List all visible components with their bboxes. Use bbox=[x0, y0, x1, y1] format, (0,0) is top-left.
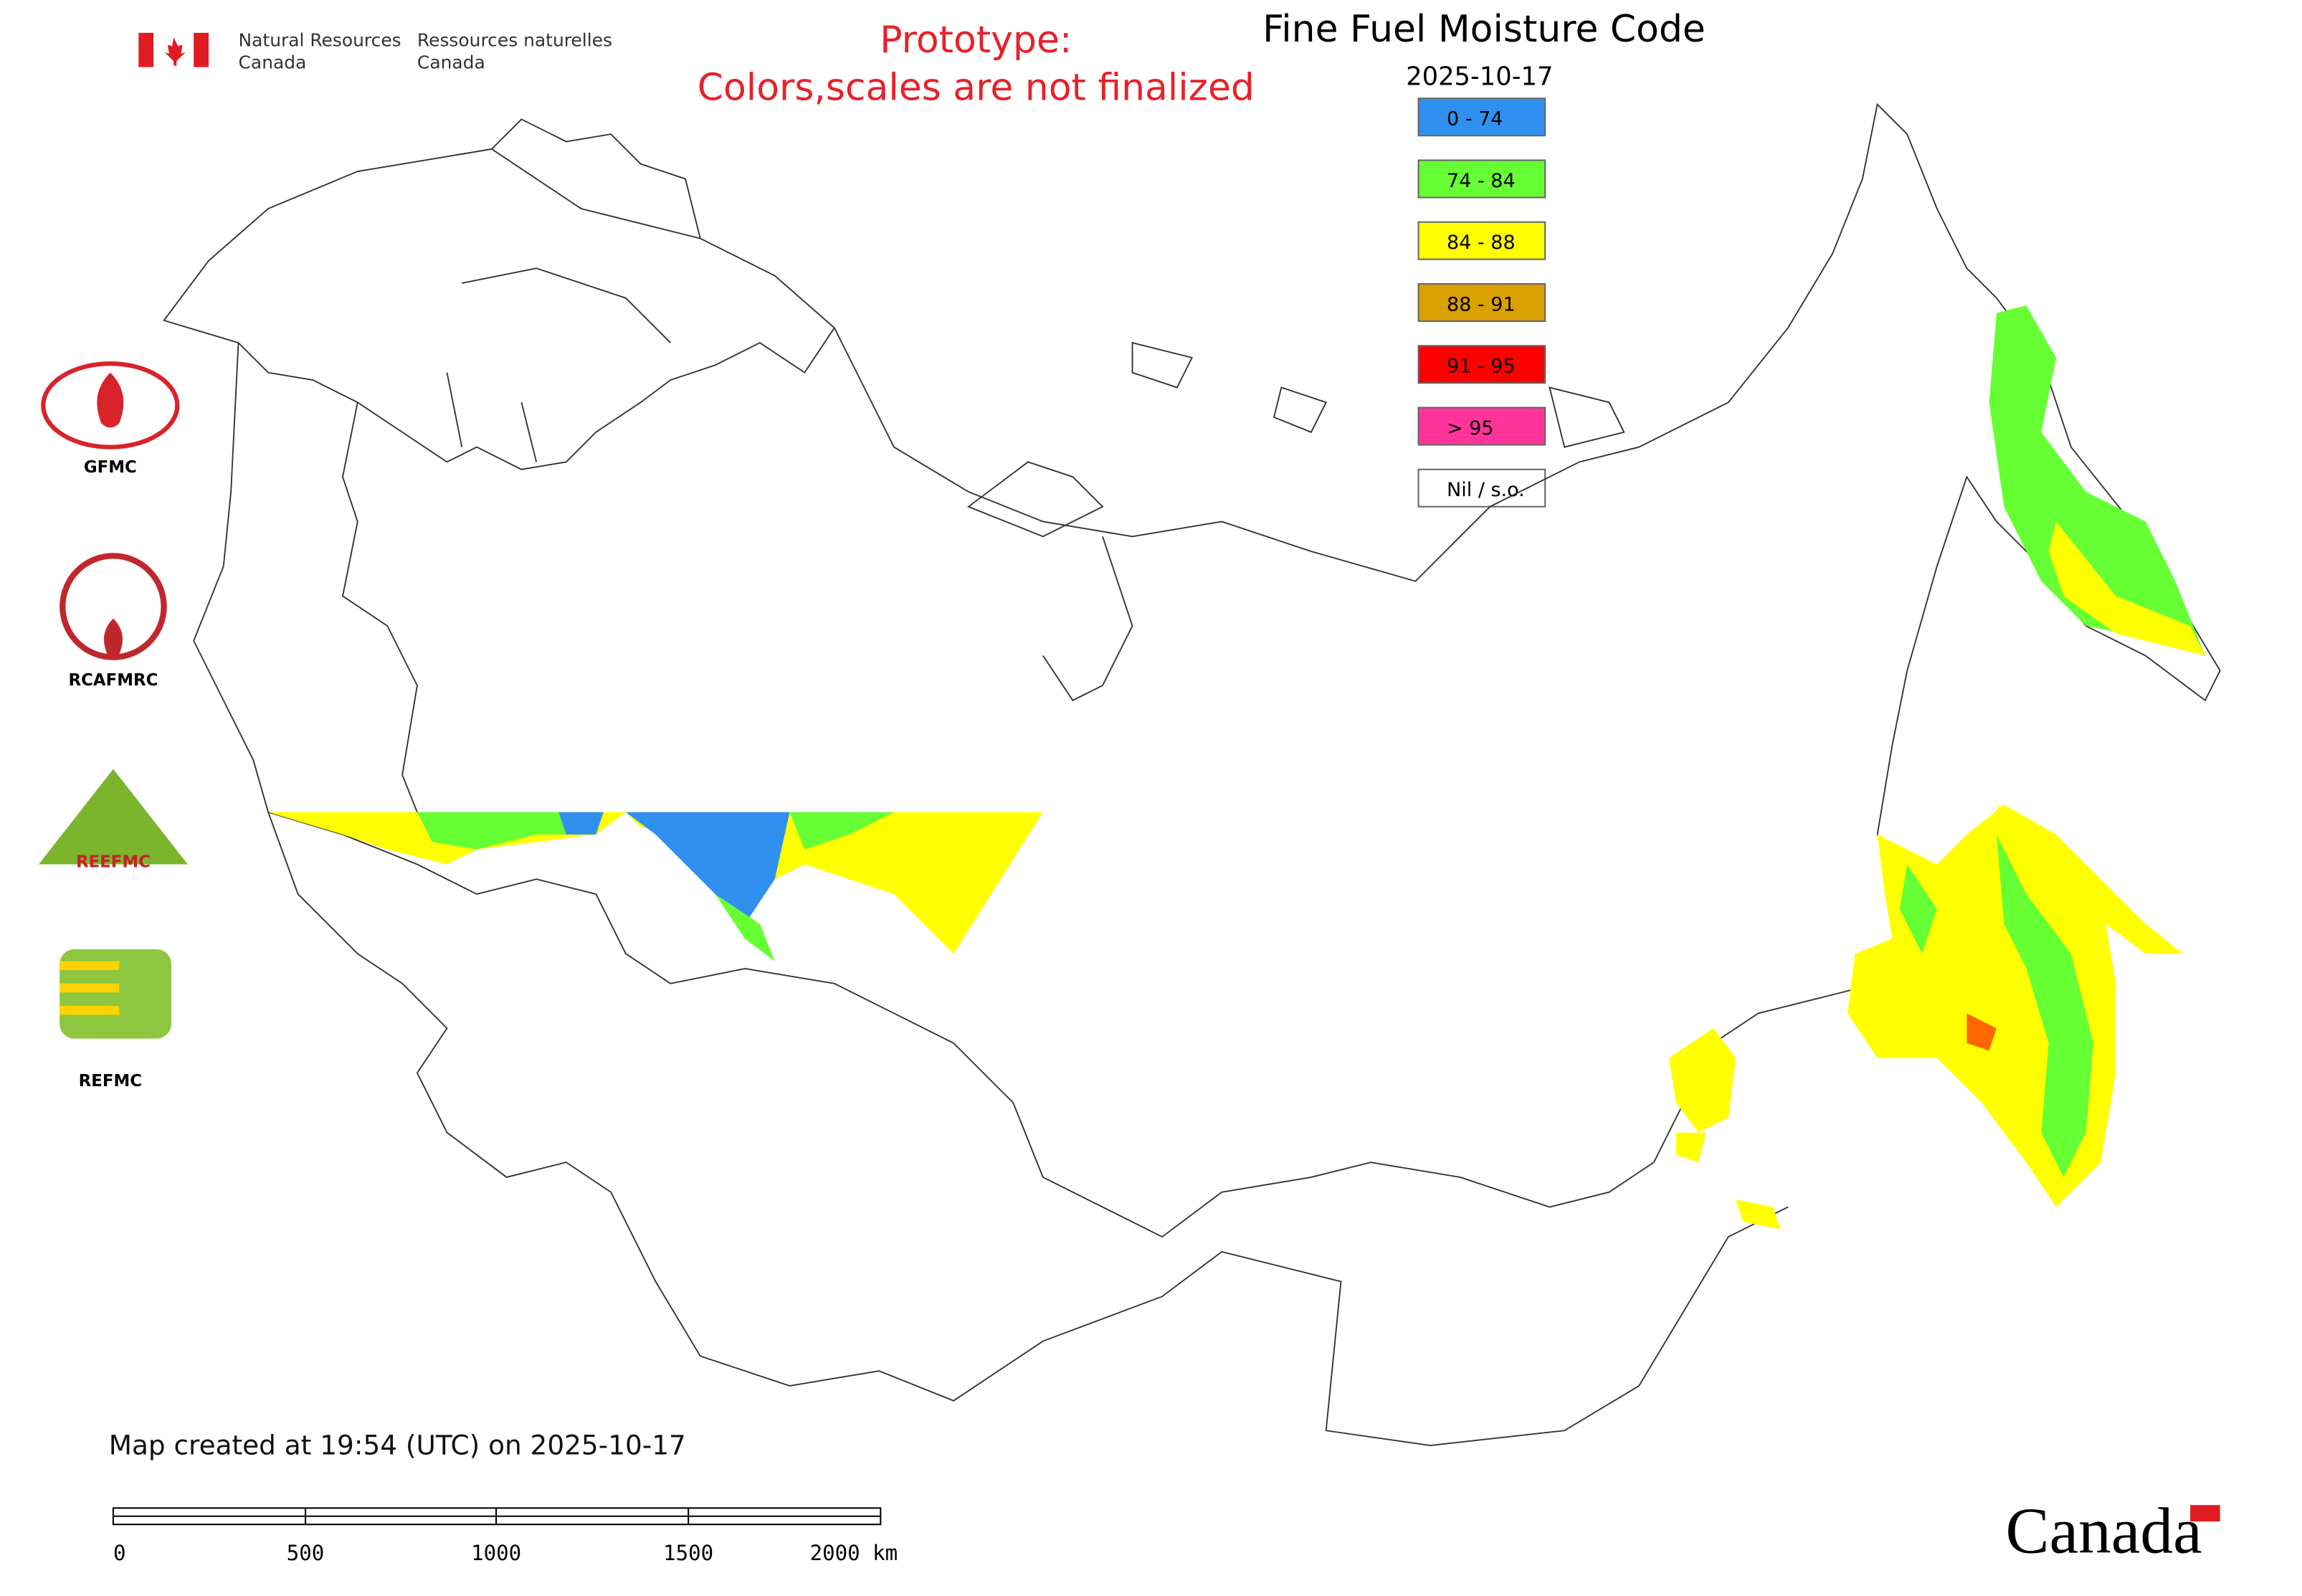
dept-fr-2: Canada bbox=[417, 52, 485, 73]
legend-swatch bbox=[1417, 282, 1546, 322]
map-title: Fine Fuel Moisture Code bbox=[1262, 8, 1706, 51]
scale-label: 0 bbox=[113, 1541, 126, 1565]
legend-swatch bbox=[1417, 98, 1546, 137]
legend-swatch bbox=[1417, 468, 1546, 508]
scale-label: 2000 km bbox=[810, 1541, 898, 1565]
logo-label: GFMC bbox=[84, 458, 137, 477]
partner-logos: GFMC RCAFMRC REEFMC REFMC bbox=[39, 361, 188, 1091]
legend-label: > 95 bbox=[1447, 417, 1494, 440]
ffmc-areas bbox=[268, 305, 2205, 1230]
legend-swatch bbox=[1417, 159, 1546, 199]
scale-label: 1000 bbox=[471, 1541, 521, 1565]
legend-swatch bbox=[1417, 221, 1546, 260]
legend: 0 - 74 74 - 84 84 - 88 88 - 91 91 - 95 > 95 Ni… bbox=[1417, 98, 1546, 508]
dept-en-2: Canada bbox=[239, 52, 307, 73]
legend-swatch bbox=[1417, 345, 1546, 384]
map-date: 2025-10-17 bbox=[1406, 62, 1553, 92]
logo-label: REEFMC bbox=[76, 853, 151, 872]
legend-swatch bbox=[1417, 407, 1546, 446]
legend-label: 74 - 84 bbox=[1447, 170, 1516, 192]
dept-fr-1: Ressources naturelles bbox=[417, 29, 612, 50]
legend-label: 88 - 91 bbox=[1447, 293, 1516, 315]
notice-2: Colors,scales are not finalized bbox=[698, 66, 1255, 109]
nrcan-signature: Natural Resources Canada Ressources natu… bbox=[138, 29, 612, 73]
logo-label: RCAFMRC bbox=[69, 671, 158, 690]
scale-bar: 0 500 1000 1500 2000 km bbox=[112, 1507, 898, 1565]
logo-label: REFMC bbox=[79, 1072, 142, 1091]
footer-note: Map created at 19:54 (UTC) on 2025-10-17 bbox=[109, 1429, 686, 1460]
scale-label: 500 bbox=[287, 1541, 325, 1565]
wordmark-flag bbox=[2190, 1505, 2220, 1522]
dept-en-1: Natural Resources bbox=[239, 29, 401, 50]
scale-label: 1500 bbox=[663, 1541, 713, 1565]
basemap bbox=[163, 103, 2221, 1446]
legend-label: Nil / s.o. bbox=[1447, 479, 1525, 501]
legend-label: 91 - 95 bbox=[1447, 356, 1516, 378]
legend-label: 0 - 74 bbox=[1447, 108, 1503, 130]
legend-label: 84 - 88 bbox=[1447, 232, 1516, 254]
notice-1: Prototype: bbox=[880, 19, 1072, 62]
canada-wordmark: Canada bbox=[2005, 1495, 2202, 1567]
